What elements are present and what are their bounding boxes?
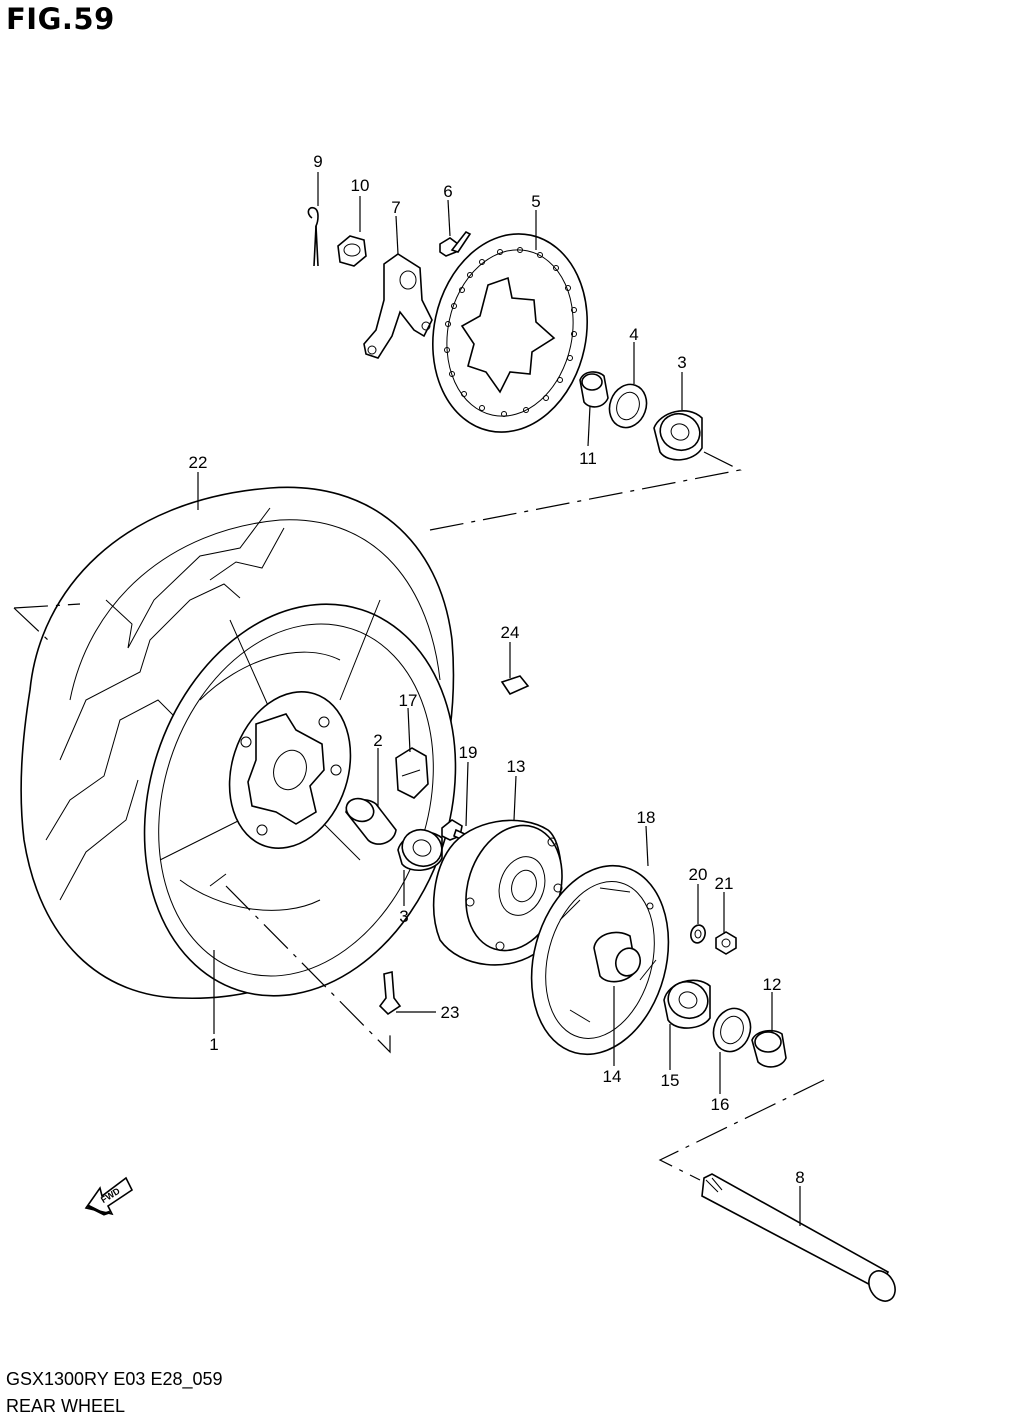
- tire-valve[interactable]: [378, 970, 402, 1016]
- sprocket-mounting-drum[interactable]: [432, 813, 578, 966]
- oil-seal-4[interactable]: [604, 379, 653, 433]
- callout-3-lower: 3: [399, 907, 408, 926]
- callout-10: 10: [351, 176, 370, 195]
- callout-18: 18: [637, 808, 656, 827]
- bearing-15[interactable]: [663, 976, 713, 1029]
- callout-24: 24: [501, 623, 520, 642]
- sprocket-bushing[interactable]: [593, 931, 644, 983]
- disc-bolt[interactable]: [439, 230, 472, 257]
- callout-7: 7: [391, 198, 400, 217]
- callout-17: 17: [399, 691, 418, 710]
- assembly-line-axle: [658, 1079, 825, 1181]
- assembly-name: REAR WHEEL: [6, 1396, 126, 1416]
- rear-wheel-rim[interactable]: [96, 563, 505, 1036]
- callout-1: 1: [209, 1035, 218, 1054]
- assembly-line-left: [13, 603, 81, 641]
- figure-title: FIG.59: [6, 2, 115, 36]
- model-code: GSX1300RY E03 E28_059: [6, 1369, 223, 1389]
- callout-4: 4: [629, 325, 638, 344]
- callout-20: 20: [689, 865, 708, 884]
- callout-6: 6: [443, 182, 452, 201]
- callout-9: 9: [313, 152, 322, 171]
- oil-seal-16[interactable]: [708, 1003, 757, 1057]
- axle-spacer-2[interactable]: [343, 795, 397, 845]
- bearing-3-upper[interactable]: [653, 408, 705, 461]
- sprocket-nut[interactable]: [715, 931, 737, 955]
- leader-lines: [197, 172, 801, 1226]
- callout-14: 14: [603, 1067, 622, 1086]
- callout-15: 15: [661, 1071, 680, 1090]
- callout-8: 8: [795, 1168, 804, 1187]
- arrow-forward-icon: FWD: [84, 1176, 134, 1216]
- bearing-3-lower[interactable]: [397, 824, 447, 872]
- wheel-spacer-11[interactable]: [579, 371, 609, 408]
- cush-damper[interactable]: [395, 747, 429, 799]
- assembly-line-upper: [429, 451, 742, 531]
- axle-nut[interactable]: [337, 235, 367, 267]
- callout-21: 21: [715, 874, 734, 893]
- rear-axle[interactable]: [701, 1173, 900, 1306]
- rubber-cushion-24[interactable]: [500, 675, 530, 696]
- callout-16: 16: [711, 1095, 730, 1114]
- callout-2: 2: [373, 731, 382, 750]
- callout-13: 13: [507, 757, 526, 776]
- callout-11: 11: [579, 449, 597, 468]
- wheel-spacer-12[interactable]: [751, 1029, 787, 1068]
- cotter-pin[interactable]: [307, 206, 319, 267]
- callout-22: 22: [189, 453, 208, 472]
- callout-3-upper: 3: [677, 353, 686, 372]
- callout-23: 23: [441, 1003, 460, 1022]
- brake-disc[interactable]: [415, 219, 605, 446]
- callout-19: 19: [459, 743, 478, 762]
- caliper-bracket[interactable]: [363, 253, 433, 359]
- assembly-line-valve: [225, 885, 391, 1054]
- washer-20[interactable]: [689, 923, 707, 944]
- callout-12: 12: [763, 975, 782, 994]
- callout-5: 5: [531, 192, 540, 211]
